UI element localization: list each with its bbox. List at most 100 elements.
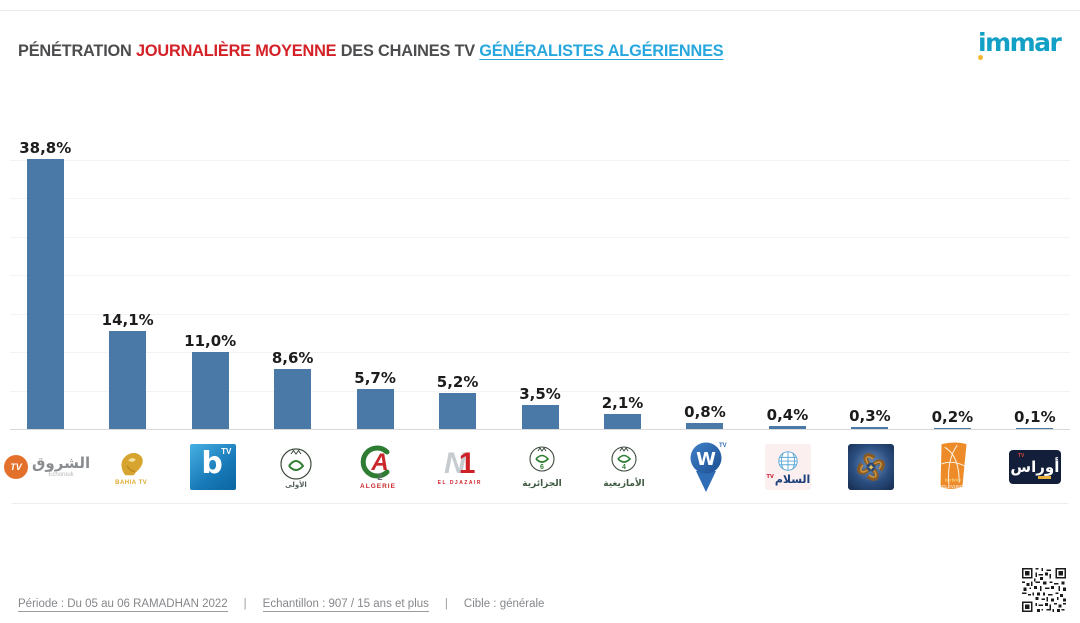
chart-column-canal-algerie: 5,7% (334, 139, 416, 429)
bar-n1-el-djazair (439, 393, 477, 429)
gridline (10, 391, 1070, 392)
bar-value-label: 8,6% (271, 349, 314, 367)
crest-icon: الأولى (279, 448, 312, 489)
footer-periode: Période : Du 05 au 06 RAMADHAN 2022 (18, 598, 228, 612)
svg-text:4: 4 (622, 464, 626, 471)
gridline (10, 198, 1070, 199)
page-title: PÉNÉTRATION JOURNALIÈRE MOYENNE DES CHAI… (18, 41, 724, 61)
svg-text:2: 2 (377, 472, 382, 482)
immar-logo: immar (978, 28, 1062, 60)
immar-wordmark: immar (978, 28, 1062, 57)
title-segment: DES CHAINES TV (336, 41, 480, 61)
gridline (10, 314, 1070, 315)
bar-entv (274, 369, 312, 429)
bar-bahia-tv (109, 331, 147, 429)
bar-tv6 (521, 405, 559, 429)
svg-text:TV: TV (719, 443, 727, 449)
aures-tv-logo-icon: TV أوراس (1008, 450, 1061, 484)
chart-column-bahia: 14,1% (86, 139, 168, 429)
echorouk-arabic-text: الشروق (32, 454, 91, 472)
n1-el-djazair-logo-icon: N 1 EL DJAZAIR (438, 446, 482, 486)
svg-text:berbère: berbère (945, 478, 961, 483)
title-segment-highlight-red: JOURNALIÈRE MOYENNE (135, 41, 337, 61)
footer-cible: Cible : générale (463, 598, 545, 610)
bahia-tv-label: BAHIA TV (115, 479, 148, 486)
aures-yellow-dash (1037, 476, 1051, 479)
bar-essalam-tv (768, 426, 806, 429)
beur-tv-logo-icon: TV b (190, 444, 237, 490)
w-pin-icon: W TV (690, 442, 727, 492)
a2-icon: A 2 ALGERIE (360, 445, 396, 490)
bahia-tv-logo-icon: BAHIA TV (115, 449, 147, 486)
bar-canal-algerie-2 (356, 389, 394, 429)
beur-tv-label: TV (221, 447, 232, 456)
aures-tv-label: TV (1017, 453, 1025, 459)
gridline (10, 352, 1070, 353)
svg-text:ALGERIE: ALGERIE (360, 483, 396, 490)
svg-text:✦: ✦ (867, 463, 875, 473)
gold-swirl-logo-icon: ✦ (847, 444, 894, 490)
bar-value-label: 11,0% (184, 332, 237, 350)
x-axis-baseline (10, 429, 1070, 430)
svg-text:W: W (696, 449, 716, 470)
footer-echantillon: Echantillon : 907 / 15 ans et plus (262, 598, 429, 612)
logos-divider (12, 503, 1068, 504)
bar-value-label: 14,1% (101, 311, 154, 329)
bar-swirl-channel (851, 427, 889, 429)
chart-column-berbere: 0,2% (911, 139, 993, 429)
tv6-crest-logo-icon: 6 الجزائرية (522, 444, 562, 490)
svg-text:الأولى: الأولى (285, 480, 307, 489)
bar-value-label: 2,1% (601, 394, 644, 412)
berbere-television-logo-icon: berbère TELEVISION (934, 441, 972, 493)
chart-column-aures: 0,1% (994, 139, 1076, 429)
svg-text:الجزائرية: الجزائرية (522, 479, 561, 489)
w-tv-pin-logo-icon: W TV (685, 440, 727, 494)
bar-value-label: 38,8% (19, 139, 72, 157)
bar-value-label: 0,3% (849, 407, 891, 425)
svg-text:A: A (370, 449, 388, 476)
svg-text:6: 6 (540, 464, 544, 471)
bar-value-label: 0,1% (1014, 408, 1056, 426)
gridline (10, 160, 1070, 161)
qr-code (1022, 568, 1066, 612)
essalam-tv-logo-icon: TVالسلام (765, 444, 812, 490)
top-divider (0, 10, 1080, 11)
footer-separator: | (243, 598, 247, 610)
chart-column-n1: 5,2% (416, 139, 498, 429)
crest-icon: 6 الجزائرية (522, 446, 562, 489)
swirl-icon: ✦ (856, 453, 885, 481)
echorouk-tv-badge: TV (4, 455, 28, 479)
footer: Période : Du 05 au 06 RAMADHAN 2022 | Ec… (18, 598, 544, 612)
title-segment: PÉNÉTRATION (18, 41, 136, 61)
bar-value-label: 0,8% (684, 403, 726, 421)
footer-separator: | (444, 598, 448, 610)
gridline (10, 237, 1070, 238)
channel-logos-row: TV الشروق Echorouk BAHIA TV TV b (4, 438, 1076, 496)
chart-column-tv4: 2,1% (581, 139, 663, 429)
bar-w-tv (686, 423, 724, 429)
n1-letter-n: N (444, 446, 466, 480)
bar-beur-tv (191, 352, 229, 429)
globe-icon (778, 450, 799, 471)
berbere-icon: berbère TELEVISION (939, 442, 966, 489)
bar-aures-tv (1016, 428, 1054, 429)
lion-icon (121, 452, 143, 475)
bar-tv4 (604, 414, 642, 429)
tv4-crest-logo-icon: 4 الأمازيغية (604, 444, 644, 490)
crest-icon: 4 الأمازيغية (604, 446, 644, 489)
gridline (10, 275, 1070, 276)
chart-column-echorouk: 38,8% (4, 139, 86, 429)
chart-column-beur: 11,0% (169, 139, 251, 429)
bar-chart: 38,8% 14,1% 11,0% 8,6% 5,7% 5,2% 3,5% 2 (4, 139, 1076, 429)
chart-column-essalam: 0,4% (746, 139, 828, 429)
n1-digit-1: 1 (458, 446, 476, 480)
bar-value-label: 3,5% (519, 385, 561, 403)
chart-column-entv: 8,6% (251, 139, 333, 429)
essalam-tv-label: TV (766, 473, 774, 480)
beur-b-letter: b (201, 446, 223, 481)
bar-value-label: 0,4% (766, 406, 809, 424)
bar-value-label: 5,7% (354, 369, 396, 387)
aures-arabic-text: أوراس (1010, 458, 1060, 476)
bar-berbere-television (933, 428, 971, 429)
